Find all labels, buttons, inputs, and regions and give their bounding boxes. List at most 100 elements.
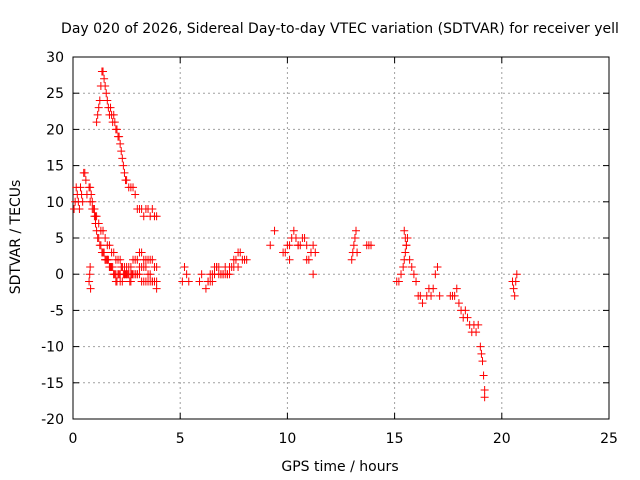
data-point [479, 371, 488, 380]
data-point [511, 277, 520, 286]
data-point [477, 349, 486, 358]
data-point [463, 313, 472, 322]
data-point [472, 328, 481, 337]
data-point [427, 291, 436, 300]
data-point [103, 255, 112, 264]
data-point [184, 277, 193, 286]
x-tick-label: 15 [386, 431, 404, 447]
data-point [300, 234, 309, 242]
data-point [148, 255, 157, 264]
data-point [118, 154, 127, 163]
data-point [117, 147, 126, 156]
data-point [86, 262, 95, 271]
data-point [116, 255, 125, 264]
data-point [400, 226, 409, 235]
data-point [146, 270, 155, 279]
data-point [137, 248, 146, 257]
data-point [294, 241, 303, 250]
data-point [429, 284, 438, 293]
data-point [266, 241, 275, 250]
axis-ticks [72, 56, 610, 420]
data-point [100, 248, 109, 257]
data-point [122, 176, 131, 185]
data-point [92, 212, 101, 221]
data-point [148, 205, 157, 214]
data-point [75, 205, 84, 214]
data-point [85, 277, 94, 286]
data-point [418, 299, 427, 308]
data-point [352, 226, 361, 235]
data-point [431, 270, 440, 279]
data-point [99, 226, 108, 235]
data-point [281, 248, 290, 257]
data-point [208, 277, 217, 286]
data-point [478, 357, 487, 366]
data-point [347, 255, 356, 264]
data-point [119, 161, 128, 170]
grid-lines [73, 57, 609, 419]
data-point [94, 103, 103, 112]
data-point [93, 110, 102, 119]
data-point [152, 284, 161, 293]
x-tick-label: 10 [278, 431, 296, 447]
data-point [229, 255, 238, 264]
data-point [399, 262, 408, 271]
data-point [454, 299, 463, 308]
data-point [309, 241, 318, 250]
y-tick-label: -20 [41, 412, 64, 428]
y-tick-label: 20 [46, 122, 64, 138]
data-point [394, 277, 403, 286]
data-point [270, 226, 279, 235]
data-point [512, 270, 521, 279]
data-point [206, 270, 215, 279]
x-axis-label: GPS time / hours [281, 459, 398, 475]
data-point [101, 234, 110, 242]
data-point [433, 262, 442, 271]
data-point [78, 197, 87, 206]
data-point [109, 110, 118, 119]
data-point [476, 342, 485, 351]
x-tick-label: 25 [600, 431, 618, 447]
data-point [223, 270, 232, 279]
data-point [110, 118, 119, 127]
y-tick-label: 15 [46, 159, 64, 175]
data-point [510, 291, 519, 300]
data-point [402, 241, 411, 250]
data-point [309, 270, 318, 279]
data-point [401, 234, 410, 242]
data-point [95, 96, 104, 105]
data-point [112, 125, 121, 134]
data-point [289, 226, 298, 235]
data-point [107, 262, 116, 271]
data-point [452, 284, 461, 293]
data-point [407, 262, 416, 271]
data-point [302, 255, 311, 264]
y-tick-label: -5 [50, 303, 64, 319]
data-point [182, 270, 191, 279]
y-tick-label: 5 [55, 231, 64, 247]
data-point [76, 183, 85, 192]
y-tick-label: 30 [46, 50, 64, 66]
data-point [126, 277, 135, 286]
data-point [180, 262, 189, 271]
data-point [102, 89, 111, 98]
y-tick-label: -15 [41, 376, 64, 392]
data-point [80, 168, 89, 177]
data-point [409, 270, 418, 279]
data-point [152, 212, 161, 221]
y-tick-label: 0 [55, 267, 64, 283]
data-point [150, 277, 159, 286]
data-point [435, 291, 444, 300]
data-point [126, 262, 135, 271]
y-tick-label: -10 [41, 340, 64, 356]
data-point [480, 393, 489, 402]
data-point [195, 277, 204, 286]
data-point [201, 284, 210, 293]
data-point [480, 386, 489, 395]
y-tick-label: 10 [46, 195, 64, 211]
data-point [81, 176, 90, 185]
data-point [236, 248, 245, 257]
data-point [92, 118, 101, 127]
data-point [367, 241, 376, 250]
data-point [115, 132, 124, 141]
